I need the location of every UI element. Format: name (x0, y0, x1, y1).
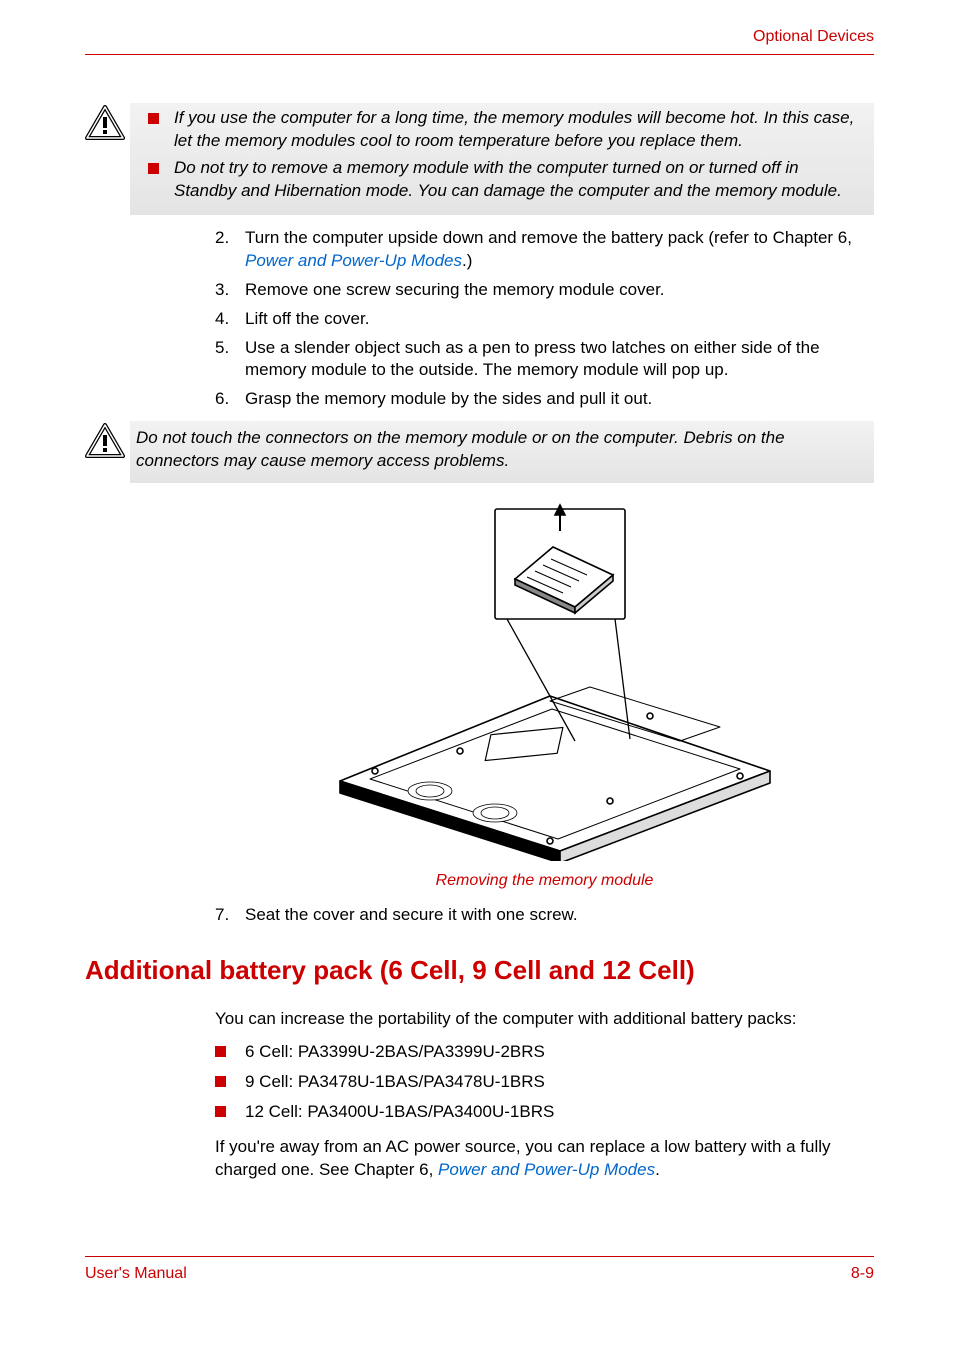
warning-item: If you use the computer for a long time,… (148, 107, 864, 153)
page-footer: User's Manual 8-9 (85, 1256, 874, 1283)
footer-left: User's Manual (85, 1265, 187, 1283)
list-item: 9 Cell: PA3478U-1BAS/PA3478U-1BRS (215, 1071, 874, 1094)
warning-block-top: If you use the computer for a long time,… (85, 103, 874, 215)
item-number: 7. (215, 904, 245, 927)
text-fragment: Turn the computer upside down and remove… (245, 228, 852, 247)
figure-memory-module (215, 501, 874, 866)
item-text: Remove one screw securing the memory mod… (245, 279, 874, 302)
warning-icon (85, 103, 130, 215)
warning-content: If you use the computer for a long time,… (130, 103, 874, 215)
warning-icon (85, 421, 130, 483)
bullet-icon (148, 107, 174, 153)
item-number: 2. (215, 227, 245, 273)
list-item: 2. Turn the computer upside down and rem… (215, 227, 874, 273)
laptop-diagram-svg (300, 501, 790, 861)
page-header: Optional Devices (85, 28, 874, 55)
footer-page-number: 8-9 (851, 1265, 874, 1283)
item-text: Use a slender object such as a pen to pr… (245, 337, 874, 383)
bullet-icon (215, 1101, 245, 1124)
item-text: 12 Cell: PA3400U-1BAS/PA3400U-1BRS (245, 1101, 554, 1124)
instruction-list-cont: 7. Seat the cover and secure it with one… (215, 904, 874, 927)
figure-caption: Removing the memory module (215, 872, 874, 890)
bullet-icon (215, 1041, 245, 1064)
bullet-icon (148, 157, 174, 203)
list-item: 5. Use a slender object such as a pen to… (215, 337, 874, 383)
text-fragment: .) (462, 251, 472, 270)
cross-reference-link[interactable]: Power and Power-Up Modes (245, 251, 462, 270)
list-item: 3. Remove one screw securing the memory … (215, 279, 874, 302)
bullet-list: 6 Cell: PA3399U-2BAS/PA3399U-2BRS 9 Cell… (215, 1041, 874, 1124)
cross-reference-link[interactable]: Power and Power-Up Modes (438, 1160, 655, 1179)
list-item: 6 Cell: PA3399U-2BAS/PA3399U-2BRS (215, 1041, 874, 1064)
warning-block-mid: Do not touch the connectors on the memor… (85, 421, 874, 483)
warning-text: If you use the computer for a long time,… (174, 107, 864, 153)
paragraph: You can increase the portability of the … (215, 1008, 874, 1031)
section-body: You can increase the portability of the … (215, 1008, 874, 1182)
warning-text: Do not try to remove a memory module wit… (174, 157, 864, 203)
warning-text: Do not touch the connectors on the memor… (130, 421, 874, 483)
instruction-list: 2. Turn the computer upside down and rem… (215, 227, 874, 412)
list-item: 4. Lift off the cover. (215, 308, 874, 331)
item-number: 5. (215, 337, 245, 383)
text-fragment: . (655, 1160, 660, 1179)
list-item: 6. Grasp the memory module by the sides … (215, 388, 874, 411)
item-text: Grasp the memory module by the sides and… (245, 388, 874, 411)
item-text: Lift off the cover. (245, 308, 874, 331)
list-item: 12 Cell: PA3400U-1BAS/PA3400U-1BRS (215, 1101, 874, 1124)
item-text: Turn the computer upside down and remove… (245, 227, 874, 273)
item-number: 6. (215, 388, 245, 411)
warning-item: Do not try to remove a memory module wit… (148, 157, 864, 203)
section-heading-battery: Additional battery pack (6 Cell, 9 Cell … (85, 955, 874, 986)
list-item: 7. Seat the cover and secure it with one… (215, 904, 874, 927)
item-number: 4. (215, 308, 245, 331)
item-text: Seat the cover and secure it with one sc… (245, 904, 874, 927)
item-text: 6 Cell: PA3399U-2BAS/PA3399U-2BRS (245, 1041, 545, 1064)
item-number: 3. (215, 279, 245, 302)
item-text: 9 Cell: PA3478U-1BAS/PA3478U-1BRS (245, 1071, 545, 1094)
paragraph: If you're away from an AC power source, … (215, 1136, 874, 1182)
bullet-icon (215, 1071, 245, 1094)
